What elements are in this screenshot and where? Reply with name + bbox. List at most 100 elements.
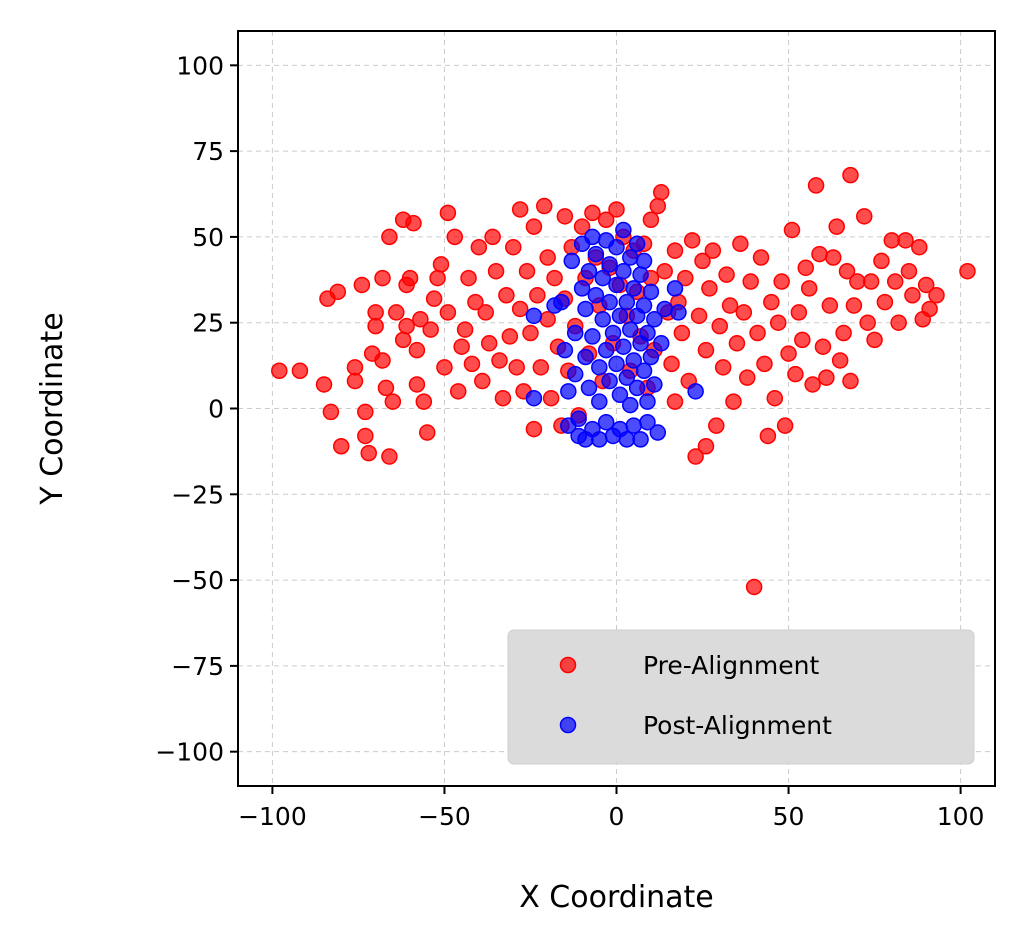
data-points	[271, 166, 976, 596]
data-point	[615, 262, 632, 280]
data-point	[566, 324, 584, 342]
data-point	[608, 276, 625, 294]
data-point	[601, 372, 618, 390]
data-point	[374, 352, 391, 369]
data-point	[401, 269, 419, 287]
data-point	[701, 280, 718, 297]
data-point	[573, 218, 591, 235]
data-point	[425, 290, 443, 307]
y-tick-label: −25	[171, 480, 224, 509]
data-point	[828, 218, 845, 235]
data-point	[783, 221, 801, 239]
data-point	[584, 228, 601, 246]
data-point	[594, 269, 611, 287]
data-point	[381, 228, 398, 246]
data-point	[642, 283, 660, 301]
data-point	[353, 276, 371, 294]
data-point	[656, 262, 673, 280]
y-tick-label: 75	[192, 137, 224, 166]
data-point	[556, 208, 574, 225]
y-tick-label: 25	[192, 309, 224, 338]
data-point	[525, 307, 543, 325]
y-tick-label: −100	[155, 738, 224, 767]
data-point	[511, 201, 529, 218]
data-point	[615, 338, 632, 355]
data-point	[735, 304, 753, 321]
data-point	[804, 376, 821, 393]
data-point	[845, 297, 863, 314]
data-point	[862, 273, 880, 290]
data-point	[718, 266, 735, 283]
data-point	[535, 197, 553, 215]
data-point	[419, 424, 436, 441]
data-point	[553, 293, 570, 311]
data-point	[866, 331, 883, 349]
data-point	[787, 365, 804, 383]
data-point	[591, 393, 608, 410]
data-point	[642, 348, 660, 366]
data-point	[611, 386, 629, 404]
data-point	[377, 379, 395, 397]
data-point	[584, 204, 601, 222]
data-point	[398, 317, 415, 335]
data-point	[367, 304, 384, 321]
data-point	[800, 280, 818, 297]
data-point	[388, 304, 405, 321]
data-point	[381, 448, 398, 465]
data-point	[635, 252, 653, 270]
data-point	[357, 403, 374, 421]
data-point	[498, 287, 515, 304]
data-point	[587, 245, 605, 263]
data-point	[673, 324, 691, 342]
data-point	[467, 293, 484, 311]
data-point	[628, 235, 646, 253]
data-point	[374, 269, 391, 287]
data-point	[501, 328, 519, 345]
data-point	[322, 403, 340, 421]
data-point	[436, 359, 453, 376]
data-point	[811, 245, 828, 263]
data-point	[484, 228, 501, 246]
legend-label: Pre-Alignment	[643, 651, 820, 680]
data-point	[687, 383, 704, 400]
y-tick-label: −50	[171, 566, 224, 595]
data-point	[721, 297, 739, 314]
data-point	[604, 324, 622, 342]
data-point	[842, 166, 859, 184]
data-point	[532, 359, 550, 376]
data-point	[745, 578, 763, 596]
legend-marker	[559, 656, 577, 674]
data-point	[859, 314, 876, 331]
data-point	[394, 331, 412, 349]
data-point	[608, 355, 625, 373]
data-point	[666, 242, 684, 259]
data-point	[511, 300, 529, 318]
data-point	[601, 293, 618, 311]
data-point	[367, 317, 384, 335]
data-point	[639, 324, 656, 342]
data-point	[763, 293, 780, 311]
data-point	[797, 259, 814, 277]
data-point	[649, 424, 667, 441]
data-point	[790, 304, 808, 321]
data-point	[597, 413, 615, 431]
data-point	[876, 293, 894, 311]
data-point	[794, 331, 811, 349]
series-post-alignment	[525, 221, 704, 448]
legend: Pre-Alignment Post-Alignment	[507, 629, 975, 765]
data-point	[449, 383, 467, 400]
data-point	[628, 379, 646, 397]
data-point	[814, 338, 832, 355]
data-point	[384, 393, 402, 410]
data-point	[525, 389, 543, 407]
data-point	[739, 369, 756, 386]
data-point	[597, 211, 615, 228]
data-point	[732, 235, 749, 253]
data-point	[642, 211, 660, 228]
data-point	[529, 287, 546, 304]
y-tick-label: 100	[176, 51, 224, 80]
data-point	[632, 431, 649, 448]
data-point	[518, 262, 536, 280]
y-tick-label: 50	[192, 223, 224, 252]
data-point	[608, 238, 625, 256]
